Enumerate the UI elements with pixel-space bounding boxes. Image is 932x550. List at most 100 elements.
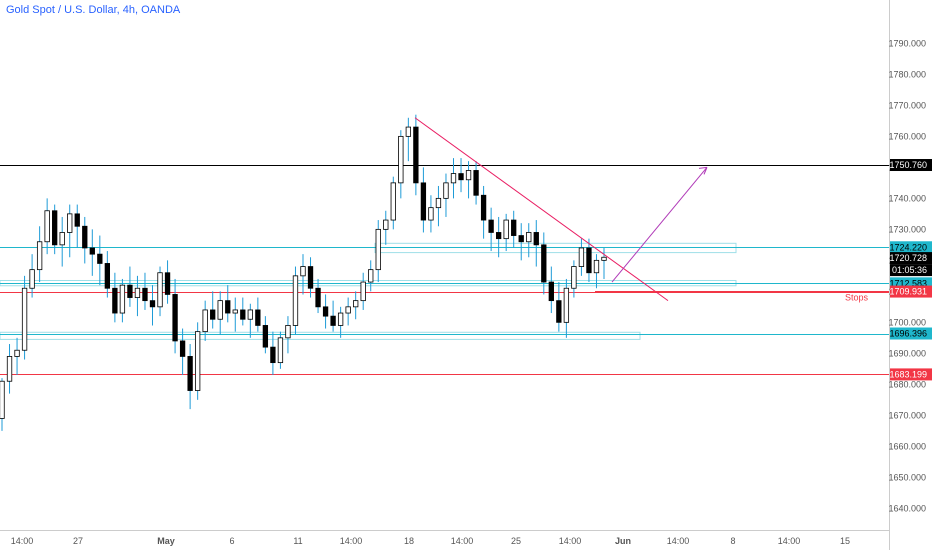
- candle-body: [450, 173, 457, 184]
- candle-body: [194, 331, 201, 391]
- y-tick-label: 1770.000: [888, 100, 926, 110]
- candle-body: [375, 228, 381, 271]
- candle-body: [172, 294, 178, 342]
- countdown-tag-bg: [890, 264, 932, 277]
- candle-body: [413, 126, 419, 184]
- projection-arrow-head: [698, 166, 708, 175]
- level-tag-3: 1709.931: [889, 287, 927, 297]
- level-tag-1: 1724.220: [889, 242, 927, 252]
- candle-body: [541, 244, 547, 283]
- candle-body: [255, 309, 261, 326]
- candle-body: [556, 300, 562, 323]
- level-tag-1-bg: [890, 241, 932, 254]
- y-tick-label: 1740.000: [888, 193, 926, 203]
- zone-2: [0, 331, 641, 340]
- candle-body: [443, 182, 449, 199]
- y-tick-label: 1680.000: [888, 379, 926, 389]
- x-tick-label: 14:00: [340, 536, 363, 546]
- candle-body: [337, 312, 344, 326]
- candle-body: [353, 300, 359, 308]
- candle-body: [6, 356, 13, 382]
- y-tick-label: 1700.000: [888, 317, 926, 327]
- level-tag-0: 1750.760: [889, 160, 927, 170]
- level-tag-2: 1712.583: [889, 278, 927, 288]
- x-tick-label: 8: [730, 536, 735, 546]
- x-tick-label: 14:00: [778, 536, 801, 546]
- x-tick-label: 14:00: [11, 536, 34, 546]
- candle-body: [503, 219, 509, 240]
- candle-body: [511, 219, 517, 236]
- y-tick-label: 1640.000: [888, 503, 926, 513]
- stops-label: Stops: [845, 293, 869, 303]
- candle-body: [142, 287, 148, 302]
- x-tick-label: 25: [511, 536, 521, 546]
- candle-body: [563, 287, 570, 323]
- candle-body: [601, 256, 607, 261]
- candle-body: [270, 346, 276, 364]
- y-tick-label: 1790.000: [888, 38, 926, 48]
- candle-body: [179, 340, 186, 357]
- candles: [0, 114, 607, 431]
- candle-body: [593, 259, 600, 274]
- candle-body: [390, 182, 396, 221]
- candle-body: [119, 284, 126, 314]
- horizontal-levels: [0, 165, 889, 375]
- candle-body: [578, 247, 585, 267]
- candle-body: [217, 300, 223, 320]
- candle-body: [187, 356, 193, 391]
- y-tick-label: 1650.000: [888, 472, 926, 482]
- y-tick-label: 1670.000: [888, 410, 926, 420]
- candle-body: [104, 263, 111, 289]
- x-tick-label: Jun: [615, 536, 631, 546]
- candle-body: [465, 170, 472, 181]
- time-axis[interactable]: 14:00 27 May 6 11 14:00 18 14:00 25 14:00 Jun 14:00…: [11, 536, 850, 546]
- candle-body: [548, 281, 554, 302]
- candle-body: [59, 232, 65, 246]
- candle-body: [262, 325, 269, 348]
- candle-body: [67, 213, 73, 233]
- candle-body: [518, 235, 524, 243]
- candle-body: [232, 309, 238, 314]
- candle-body: [473, 170, 479, 196]
- projection-arrow-line: [611, 167, 708, 283]
- level-tag-5: 1683.199: [889, 369, 927, 379]
- candle-body: [44, 210, 50, 243]
- candle-body: [307, 266, 314, 289]
- candle-body: [300, 266, 306, 277]
- candle-body: [458, 173, 464, 181]
- candle-body: [285, 325, 291, 339]
- candle-body: [74, 213, 80, 227]
- candle-body: [52, 210, 58, 246]
- y-tick-label: 1760.000: [888, 131, 926, 141]
- candle-body: [97, 253, 103, 264]
- candle-body: [0, 380, 5, 419]
- x-tick-label: 15: [840, 536, 850, 546]
- candle-body: [435, 197, 442, 209]
- candle-body: [36, 241, 43, 271]
- trend-line: [414, 117, 669, 302]
- candle-body: [383, 219, 389, 230]
- candle-body: [149, 300, 156, 308]
- candle-body: [164, 272, 171, 295]
- x-tick-label: 27: [73, 536, 83, 546]
- candle-body: [345, 306, 351, 314]
- level-tag-4-bg: [890, 327, 932, 340]
- drawings: Stops: [414, 117, 889, 303]
- candle-body: [112, 287, 118, 314]
- candle-body: [315, 287, 321, 308]
- candle-body: [428, 207, 434, 221]
- x-tick-label: 18: [404, 536, 414, 546]
- candle-body: [157, 272, 163, 308]
- level-tag-3-bg: [890, 285, 932, 298]
- candle-body: [247, 309, 253, 320]
- candle-body: [526, 232, 532, 243]
- countdown-tag: 01:05:36: [892, 265, 927, 275]
- candle-body: [127, 284, 133, 298]
- candle-body: [202, 309, 208, 333]
- candle-body: [533, 232, 539, 246]
- y-tick-label: 1780.000: [888, 69, 926, 79]
- candle-body: [360, 281, 366, 302]
- candle-body: [405, 126, 412, 137]
